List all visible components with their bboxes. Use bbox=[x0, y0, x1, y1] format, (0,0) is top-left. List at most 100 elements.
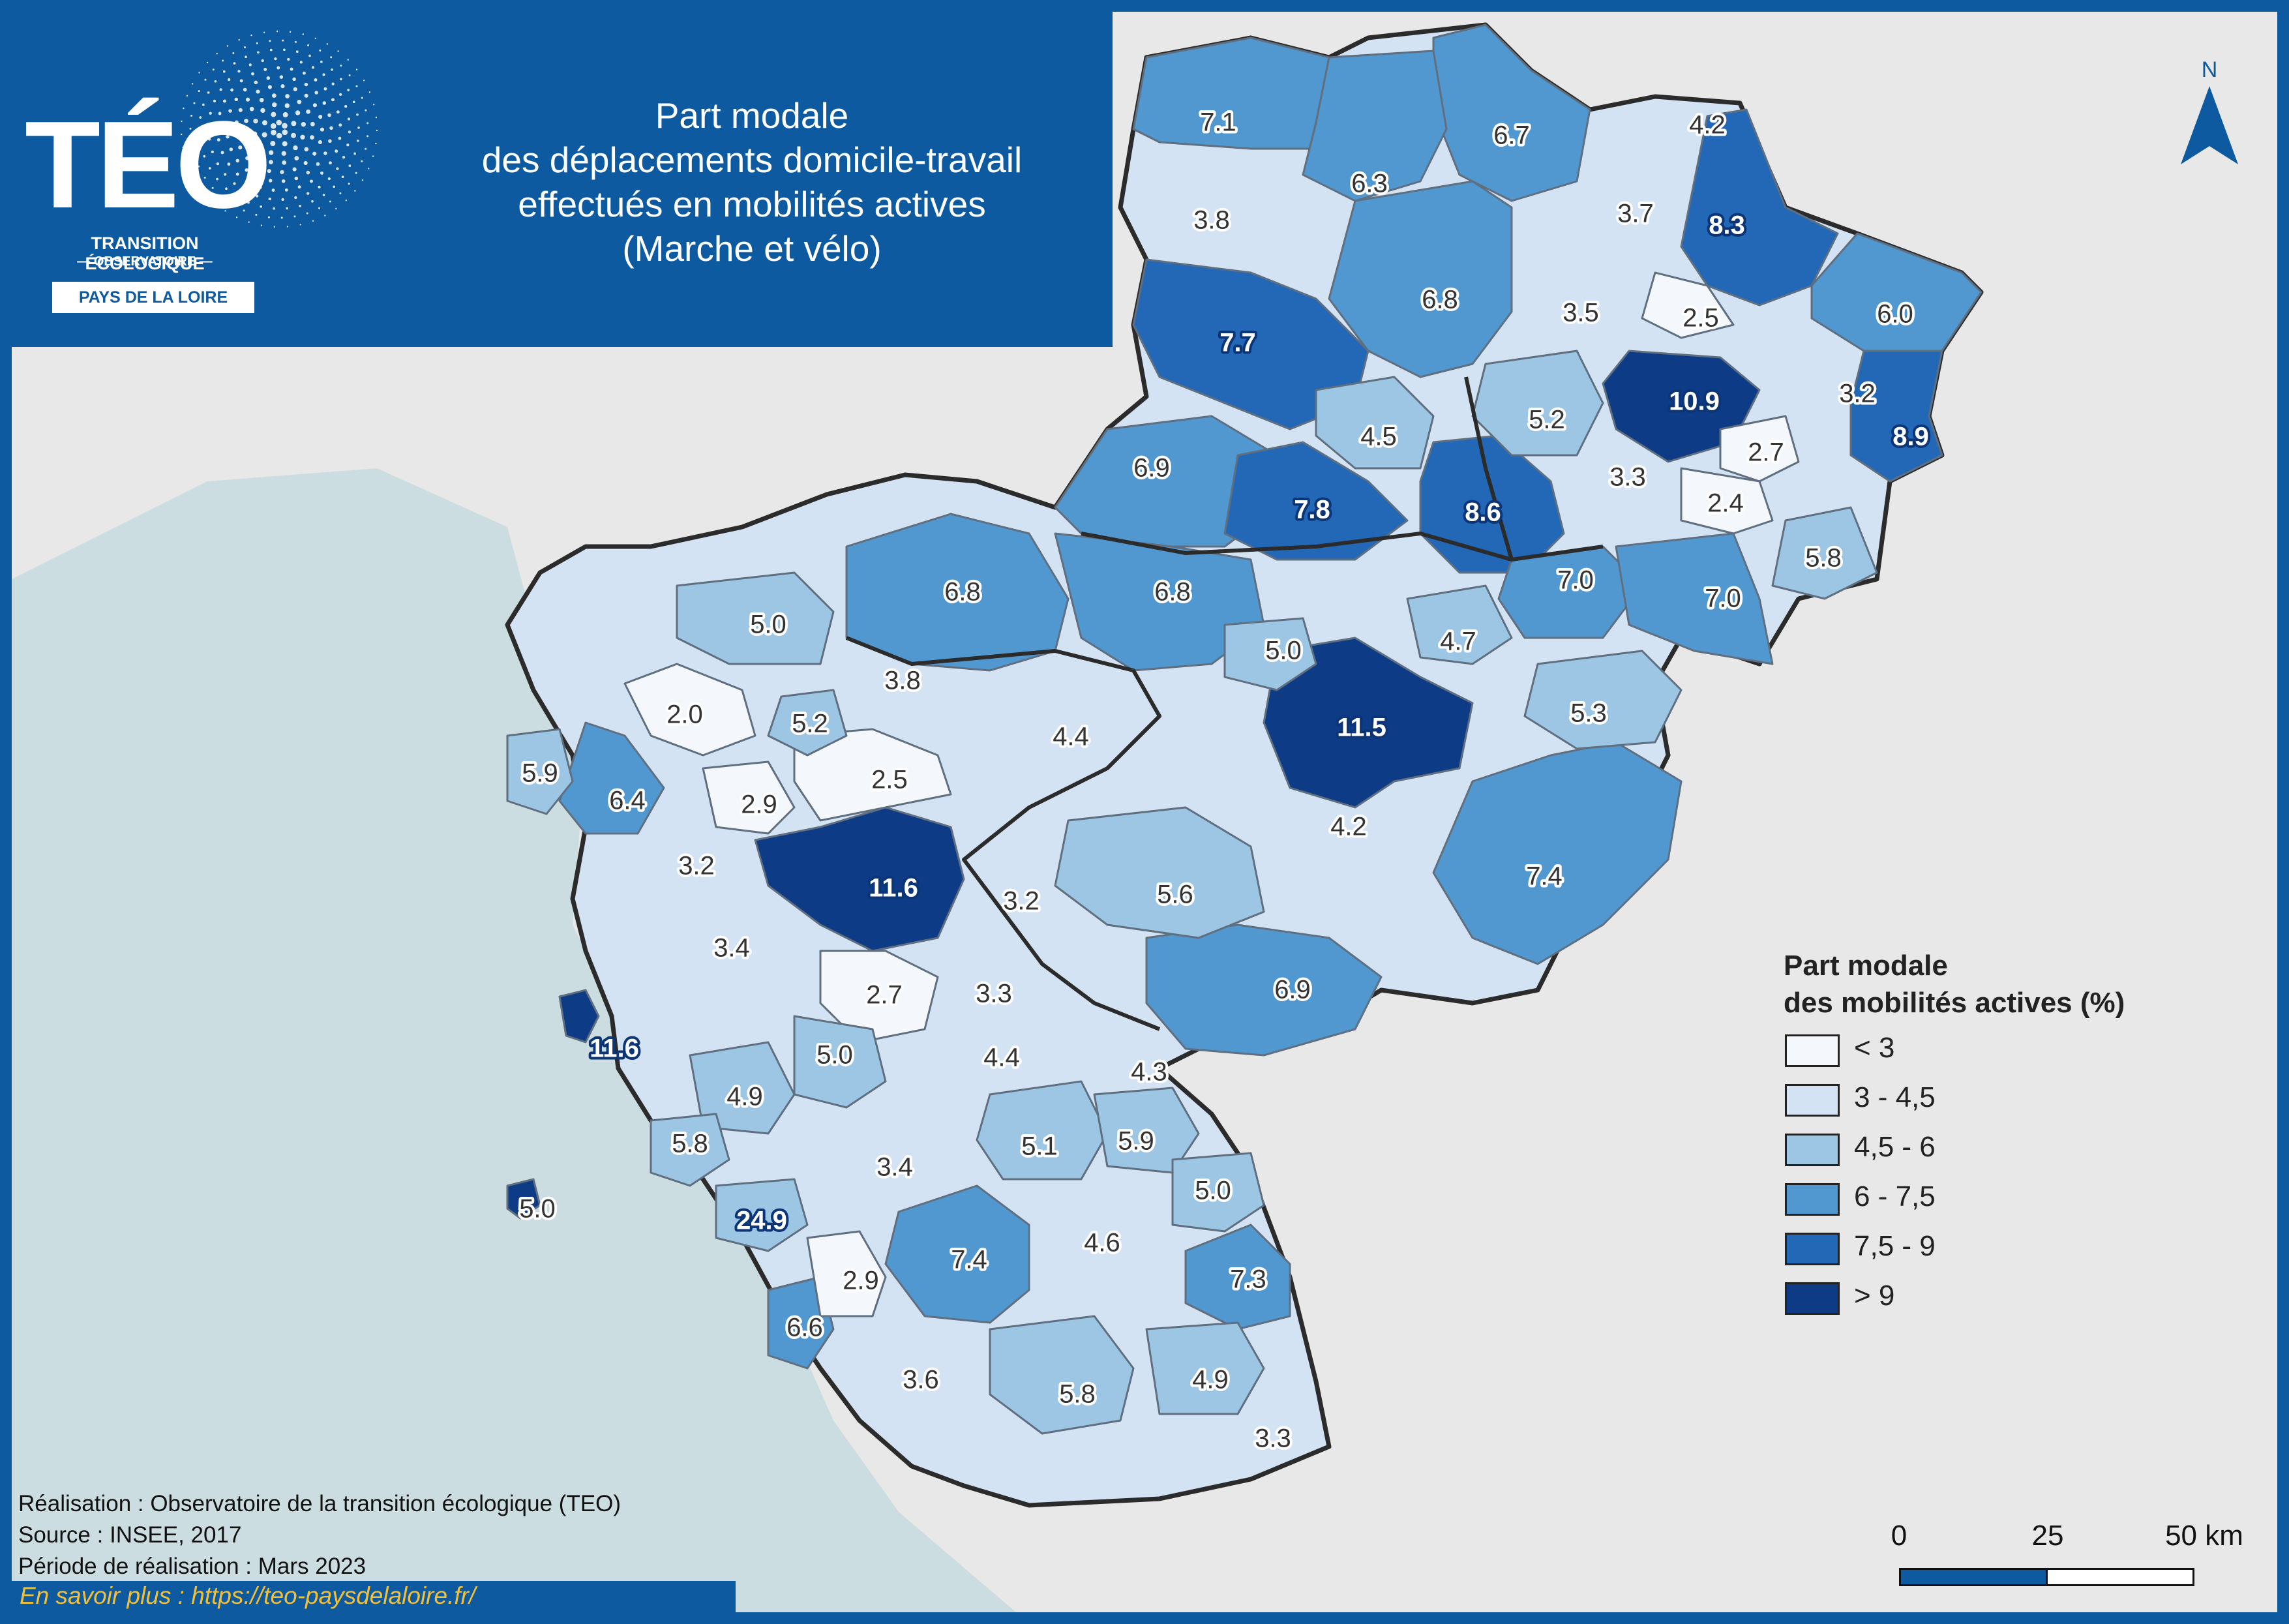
area-value-label: 8.9 bbox=[1893, 423, 1929, 451]
north-arrow-icon bbox=[2181, 86, 2238, 164]
logo-wordmark: TÉO bbox=[25, 96, 272, 234]
sea bbox=[12, 468, 1016, 1612]
area-value-label: 5.2 bbox=[792, 710, 828, 738]
area-value-label: 5.8 bbox=[672, 1130, 708, 1158]
area-value-label: 4.7 bbox=[1440, 627, 1476, 656]
area-value-label: 7.0 bbox=[1705, 584, 1741, 613]
area-value-label: 7.8 bbox=[1294, 496, 1330, 524]
area-7.4-vendee bbox=[884, 1184, 1030, 1324]
area-6.3 bbox=[1302, 50, 1448, 202]
logo-subtitle: TRANSITION ÉCOLOGIQUE bbox=[85, 233, 205, 273]
area-5.0-nord bbox=[676, 571, 835, 665]
area-5.9-west bbox=[506, 728, 574, 815]
map-title-line: effectués en mobilités actives bbox=[518, 184, 986, 224]
area-5.8-east bbox=[1771, 506, 1878, 600]
area-value-label: 7.4 bbox=[1526, 862, 1563, 891]
area-5.0-a bbox=[715, 1178, 809, 1252]
area-value-label: 5.8 bbox=[1805, 544, 1842, 573]
area-value-label: 4.4 bbox=[1053, 723, 1089, 751]
area-value-label: 5.3 bbox=[1570, 699, 1607, 728]
map-title-line: Part modale bbox=[655, 95, 849, 136]
area-value-label: 4.2 bbox=[1330, 813, 1367, 841]
legend-swatch bbox=[1785, 1034, 1840, 1067]
area-2.5-sarthe bbox=[1641, 271, 1735, 339]
credit-line: Source : INSEE, 2017 bbox=[18, 1522, 242, 1548]
legend-swatch bbox=[1785, 1233, 1840, 1265]
area-5.8-west bbox=[650, 1113, 730, 1187]
area-2.9-vendee bbox=[806, 1230, 887, 1317]
area-value-label: 5.0 bbox=[750, 610, 786, 639]
area-value-label: 3.3 bbox=[976, 980, 1012, 1008]
area-value-label: 4.6 bbox=[1084, 1229, 1120, 1257]
area-5.6 bbox=[1054, 806, 1265, 939]
area-value-label: 3.8 bbox=[1193, 206, 1230, 235]
area-value-label: 11.6 bbox=[869, 874, 918, 903]
area-value-label: 3.2 bbox=[1839, 380, 1876, 408]
legend-label: 3 - 4,5 bbox=[1854, 1081, 1936, 1113]
legend-label: 6 - 7,5 bbox=[1854, 1180, 1936, 1212]
area-5.0-c bbox=[1223, 617, 1317, 691]
area-value-label: 6.4 bbox=[609, 787, 646, 815]
map-title: Part modale des déplacements domicile-tr… bbox=[403, 93, 1101, 271]
more-info-bar: En savoir plus : https://teo-paysdelaloi… bbox=[12, 1581, 736, 1614]
legend-label: 4,5 - 6 bbox=[1854, 1131, 1936, 1163]
area-2.9 bbox=[702, 760, 796, 835]
area-value-label: 8.6 bbox=[1465, 498, 1501, 527]
area-value-label: 5.0 bbox=[1195, 1177, 1231, 1205]
area-value-label: 4.9 bbox=[726, 1083, 763, 1111]
area-value-label: 3.2 bbox=[678, 852, 715, 880]
area-value-label: 5.9 bbox=[1118, 1127, 1154, 1156]
north-letter: N bbox=[2201, 57, 2218, 82]
area-2.7 bbox=[819, 950, 939, 1044]
area-value-label: 5.8 bbox=[1059, 1380, 1096, 1409]
area-value-label: 5.2 bbox=[1529, 406, 1565, 434]
area-4.9-b bbox=[1145, 1321, 1265, 1415]
area-value-label: 7.1 bbox=[1200, 108, 1236, 137]
scale-segment bbox=[1899, 1568, 2048, 1586]
area-value-label: 3.5 bbox=[1563, 299, 1599, 327]
area-value-label: 2.5 bbox=[1683, 304, 1719, 333]
logo-dots bbox=[181, 30, 378, 228]
area-value-label: 3.7 bbox=[1617, 200, 1654, 228]
area-2.5 bbox=[793, 728, 952, 822]
more-info-link[interactable]: En savoir plus : https://teo-paysdelaloi… bbox=[20, 1582, 476, 1609]
area-value-label: 6.9 bbox=[1133, 454, 1170, 483]
area-6.4 bbox=[558, 721, 665, 835]
legend-swatch bbox=[1785, 1282, 1840, 1315]
area-value-label: 4.2 bbox=[1689, 111, 1726, 140]
department-boundaries bbox=[845, 376, 1604, 1031]
legend: Part modale des mobilités actives (%) < … bbox=[1784, 947, 2240, 1315]
area-value-label: 5.0 bbox=[1265, 637, 1302, 665]
area-5.0-b bbox=[1171, 1152, 1265, 1233]
area-value-label: 2.9 bbox=[843, 1267, 879, 1295]
legend-label: < 3 bbox=[1854, 1032, 1895, 1064]
area-value-label: 6.7 bbox=[1493, 121, 1530, 150]
area-value-label: 7.7 bbox=[1219, 329, 1256, 357]
area-value-label: 2.7 bbox=[866, 981, 903, 1010]
north-arrow: N bbox=[2178, 57, 2241, 168]
map-title-line: (Marche et vélo) bbox=[622, 228, 882, 269]
area-value-label: 3.3 bbox=[1255, 1424, 1291, 1453]
scale-label: 50 km bbox=[2165, 1520, 2243, 1552]
area-value-label: 5.0 bbox=[519, 1195, 556, 1224]
choropleth-map: 7.1 6.7 4.2 6.3 3.8 3.7 8.3 6.8 3.5 2.5 6.0 7.7 10.9… bbox=[12, 22, 1984, 1612]
legend-swatch bbox=[1785, 1134, 1840, 1166]
logo-subtitle-2: — OBSERVATOIRE — bbox=[77, 254, 213, 269]
area-value-label: 7.3 bbox=[1230, 1265, 1266, 1294]
areas bbox=[506, 23, 1982, 1435]
scale-segment bbox=[2046, 1568, 2194, 1586]
legend-title-line: des mobilités actives (%) bbox=[1784, 987, 2125, 1019]
area-value-label: 6.6 bbox=[786, 1314, 823, 1342]
area-8.9 bbox=[1849, 350, 1943, 483]
credits: Réalisation : Observatoire de la transit… bbox=[18, 1488, 621, 1582]
area-5.9-south bbox=[1093, 1087, 1200, 1174]
area-value-label: 2.7 bbox=[1748, 438, 1784, 467]
area-value-label: 2.9 bbox=[741, 790, 777, 819]
credit-line: Réalisation : Observatoire de la transit… bbox=[18, 1491, 621, 1516]
area-value-label: 11.5 bbox=[1337, 714, 1386, 742]
area-4.7 bbox=[1406, 584, 1513, 665]
area-value-label: 7.0 bbox=[1557, 566, 1594, 595]
area-4.5 bbox=[1315, 376, 1435, 470]
area-value-label: 8.3 bbox=[1709, 211, 1745, 240]
area-24.9-island bbox=[506, 1178, 541, 1220]
